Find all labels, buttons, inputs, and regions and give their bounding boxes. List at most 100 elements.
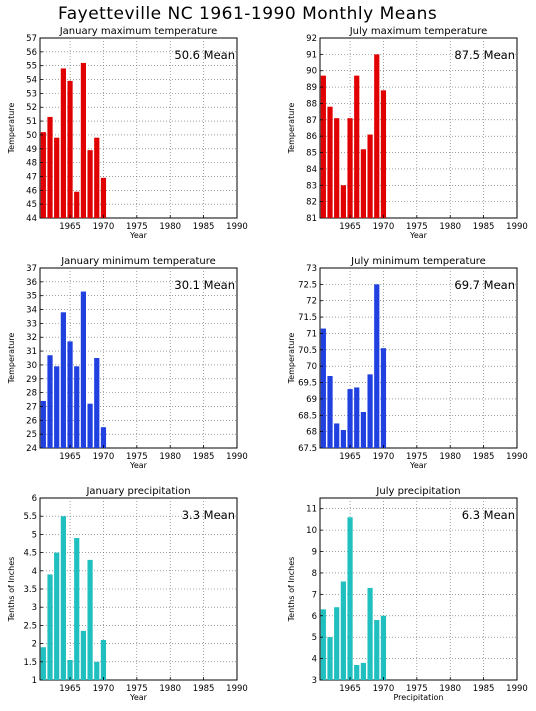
bar <box>74 191 80 218</box>
y-tick-label: 2 <box>32 640 37 650</box>
x-tick-label: 1965 <box>59 452 81 462</box>
bar <box>380 615 387 680</box>
chart-jan-min: 24 25 26 27 28 29 30 31 32 33 34 35 36 37 1965 1970 1975… <box>7 256 248 470</box>
bar <box>340 581 346 680</box>
y-tick-label: 88 <box>306 99 317 109</box>
y-tick-label: 72.5 <box>298 280 317 290</box>
x-tick-label: 1975 <box>406 452 428 462</box>
y-tick-label: 57 <box>26 34 37 44</box>
y-tick-label: 5 <box>312 633 317 643</box>
y-tick-label: 36 <box>26 278 37 288</box>
y-tick-label: 4.5 <box>23 549 37 559</box>
bar <box>60 516 66 680</box>
bar <box>360 412 367 448</box>
y-tick-label: 8 <box>312 569 317 579</box>
x-tick-label: 1965 <box>339 222 361 232</box>
plot-frame <box>319 497 518 681</box>
x-tick-label: 1990 <box>226 684 248 694</box>
bar <box>374 54 380 219</box>
y-tick-label: 34 <box>26 306 37 316</box>
bar <box>347 389 353 448</box>
y-tick-label: 83 <box>306 181 317 191</box>
x-tick-label: 1980 <box>439 222 461 232</box>
y-tick-label: 82 <box>306 198 317 208</box>
y-tick-label: 86 <box>306 132 317 142</box>
bar <box>40 132 46 218</box>
y-tick-label: 45 <box>26 200 37 210</box>
x-tick-label: 1975 <box>126 684 148 694</box>
bar <box>67 80 73 218</box>
bar <box>354 387 360 448</box>
bar <box>340 185 346 218</box>
bar <box>354 75 360 219</box>
mean-label: 69.7 Mean <box>454 278 515 292</box>
x-tick-label: 1985 <box>193 452 215 462</box>
bar <box>67 341 73 448</box>
bar <box>380 90 387 218</box>
bar <box>87 559 93 680</box>
plot-frame <box>39 37 238 219</box>
x-tick-label: 1965 <box>339 684 361 694</box>
chart-title: July maximum temperature <box>349 26 488 37</box>
x-tick-label: 1990 <box>226 452 248 462</box>
bar <box>60 312 66 448</box>
x-tick-label: 1980 <box>159 452 181 462</box>
y-tick-label: 89 <box>306 83 317 93</box>
bar <box>380 348 387 448</box>
y-tick-label: 4 <box>32 567 37 577</box>
y-tick-label: 90 <box>306 67 317 77</box>
bar <box>347 118 353 218</box>
chart-jul-max: 81 82 83 84 85 86 87 88 89 90 91 92 1965 1970 1975 1980… <box>287 26 528 240</box>
bar <box>327 376 333 448</box>
bar <box>54 552 60 680</box>
y-tick-label: 33 <box>26 319 37 329</box>
y-tick-label: 71 <box>306 329 317 339</box>
mean-label: 3.3 Mean <box>182 508 235 522</box>
x-tick-label: 1990 <box>506 684 528 694</box>
x-tick-label: 1970 <box>373 684 395 694</box>
y-tick-label: 4 <box>312 655 317 665</box>
bar <box>47 355 53 448</box>
y-tick-label: 6 <box>32 494 37 504</box>
x-tick-label: 1975 <box>126 452 148 462</box>
y-tick-label: 73 <box>306 264 317 274</box>
y-tick-label: 28 <box>26 389 37 399</box>
bar <box>320 75 326 219</box>
y-tick-label: 1.5 <box>23 658 37 668</box>
y-tick-label: 68.5 <box>298 411 317 421</box>
chart-title: July precipitation <box>375 486 460 497</box>
bar <box>80 291 87 448</box>
bar <box>80 62 87 218</box>
chart-jul-precip: 3 4 5 6 7 8 9 10 11 1965 1970 1975 1980 1985 1990 July … <box>287 486 528 702</box>
bar <box>94 358 100 448</box>
y-tick-label: 72 <box>306 297 317 307</box>
x-tick-label: 1980 <box>439 452 461 462</box>
bar <box>327 637 333 680</box>
x-tick-label: 1970 <box>373 222 395 232</box>
y-tick-label: 5.5 <box>23 512 37 522</box>
y-tick-label: 5 <box>32 530 37 540</box>
plot-frame <box>39 267 238 449</box>
bar <box>54 137 60 218</box>
x-tick-label: 1965 <box>59 684 81 694</box>
bar <box>100 177 107 218</box>
y-tick-label: 47 <box>26 172 37 182</box>
x-tick-label: 1990 <box>226 222 248 232</box>
chart-title: July minimum temperature <box>350 256 486 267</box>
y-tick-label: 37 <box>26 264 37 274</box>
mean-label: 50.6 Mean <box>174 48 235 62</box>
x-tick-label: 1965 <box>339 452 361 462</box>
y-tick-label: 25 <box>26 430 37 440</box>
x-tick-label: 1990 <box>506 452 528 462</box>
y-tick-label: 52 <box>26 103 37 113</box>
x-tick-label: 1985 <box>473 684 495 694</box>
bar <box>100 427 107 448</box>
x-tick-label: 1985 <box>473 452 495 462</box>
bar <box>47 116 53 218</box>
y-tick-label: 48 <box>26 159 37 169</box>
bar <box>327 106 333 218</box>
y-tick-label: 56 <box>26 48 37 58</box>
y-tick-label: 81 <box>306 214 317 224</box>
y-tick-label: 6 <box>312 612 317 622</box>
